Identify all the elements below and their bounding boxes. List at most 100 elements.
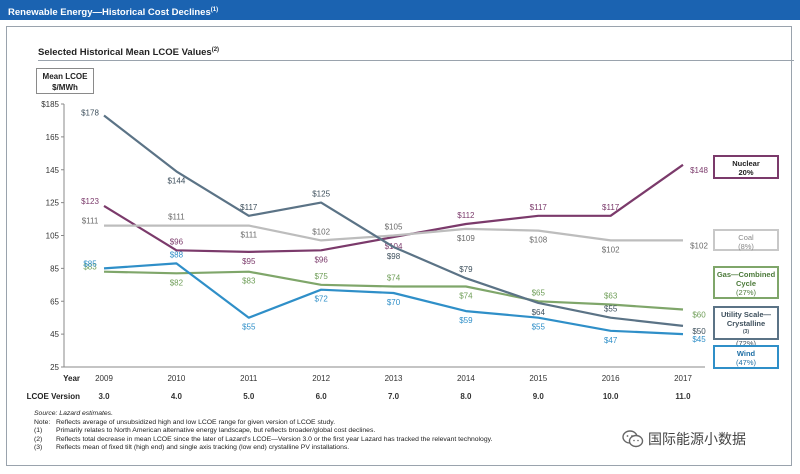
data-label: $117	[602, 203, 620, 212]
x-tick-label: 2016	[602, 374, 620, 383]
wechat-icon	[622, 430, 644, 448]
note-text: Reflects average of unsubsidized high an…	[56, 418, 336, 426]
title-divider	[38, 60, 794, 61]
data-label: $85	[83, 259, 97, 268]
lcoe-version-value: 3.0	[98, 392, 110, 401]
legend-nuclear-name: Nuclear	[732, 159, 760, 168]
data-label: $102	[690, 241, 708, 250]
data-label: $63	[604, 292, 618, 301]
data-label: $109	[457, 234, 475, 243]
note-row: (2) Reflects total decrease in mean LCOE…	[34, 436, 492, 445]
series-line	[103, 163, 684, 253]
data-label: $60	[692, 310, 706, 319]
data-label: $83	[83, 263, 97, 272]
data-label: $74	[459, 291, 473, 300]
note-text: Primarily relates to North American alte…	[56, 427, 376, 435]
legend-gas-share: (27%)	[735, 288, 756, 297]
legend-solar: Utility Scale— Crystalline (3) (72%)	[713, 306, 779, 348]
note-text: Reflects total decrease in mean LCOE sin…	[56, 435, 493, 443]
header-bar: Renewable Energy—Historical Cost Decline…	[0, 0, 800, 20]
y-tick-label: 85	[50, 264, 59, 273]
chart-title-note: (2)	[211, 47, 220, 53]
y-axis-label-box: Mean LCOE $/MWh	[36, 68, 94, 94]
lcoe-version-value: 10.0	[603, 392, 619, 401]
legend-wind-share: (47%)	[735, 358, 756, 367]
legend-solar-note: (3)	[742, 329, 750, 335]
chart-title-text: Selected Historical Mean LCOE Values	[38, 47, 212, 59]
data-label: $148	[690, 166, 708, 175]
x-tick-label: 2014	[457, 374, 475, 383]
data-label: $79	[459, 265, 473, 274]
data-label: $95	[242, 257, 256, 266]
data-label: $55	[242, 323, 256, 332]
chart-panel	[6, 26, 792, 466]
data-label: $65	[532, 288, 546, 297]
legend-wind: Wind (47%)	[713, 345, 779, 369]
data-label: $50	[692, 327, 706, 336]
data-label: $98	[387, 252, 401, 261]
data-label: $74	[387, 273, 401, 282]
y-axis-label-line1: Mean LCOE	[42, 72, 88, 81]
note-key: Note:	[34, 418, 51, 426]
y-tick-label: 65	[50, 297, 59, 306]
data-label: $70	[387, 298, 401, 307]
data-label: $117	[240, 203, 258, 212]
lcoe-version-value: 4.0	[171, 392, 183, 401]
legend-wind-name: Wind	[736, 349, 756, 358]
footnotes: Source: Lazard estimates. Note: Reflects…	[34, 410, 492, 453]
note-key: (2)	[34, 435, 43, 443]
data-label: $117	[530, 203, 548, 212]
legend-gas: Gas—Combined Cycle (27%)	[713, 266, 779, 299]
page-title-note: (1)	[210, 7, 219, 13]
data-label: $111	[168, 213, 185, 222]
data-label: $96	[170, 237, 184, 246]
data-label: $72	[314, 295, 328, 304]
y-tick-label: 45	[50, 330, 59, 339]
data-label: $111	[82, 217, 99, 226]
series-line	[104, 224, 683, 242]
x-tick-label: 2009	[95, 374, 113, 383]
lcoe-version-value: 11.0	[675, 392, 691, 401]
data-label: $55	[532, 323, 546, 332]
page-title: Renewable Energy—Historical Cost Decline…	[8, 7, 211, 19]
watermark: 国际能源小数据	[622, 429, 746, 449]
legend-solar-name2: Crystalline	[726, 319, 766, 328]
x-tick-label: 2017	[674, 374, 692, 383]
data-label: $82	[170, 278, 184, 287]
lcoe-version-value: 6.0	[316, 392, 328, 401]
note-row: (3) Reflects mean of fixed tilt (high en…	[34, 444, 492, 453]
source-note: Source: Lazard estimates.	[34, 410, 113, 417]
legend-gas-name1: Gas—Combined	[716, 270, 776, 279]
series-line	[103, 114, 684, 327]
x-tick-label: 2010	[167, 374, 185, 383]
note-key: (3)	[34, 444, 43, 452]
y-tick-label: 25	[50, 363, 59, 372]
data-label: $112	[457, 211, 475, 220]
x-tick-label: 2012	[312, 374, 330, 383]
legend-coal-share: (8%)	[738, 242, 754, 251]
data-label: $75	[314, 272, 328, 281]
data-label: $125	[312, 190, 330, 199]
legend-nuclear: Nuclear 20%	[713, 155, 779, 179]
watermark-text: 国际能源小数据	[648, 431, 746, 447]
lcoe-version-value: 7.0	[388, 392, 400, 401]
note-row: (1) Primarily relates to North American …	[34, 427, 492, 436]
x-tick-label: 2013	[385, 374, 403, 383]
lcoe-version-value: 8.0	[460, 392, 472, 401]
y-tick-label: 145	[46, 166, 60, 175]
legend-solar-name1: Utility Scale—	[720, 310, 772, 319]
x-tick-label: 2011	[240, 374, 258, 383]
legend-gas-name2: Cycle	[735, 279, 756, 288]
x-tick-label: 2015	[529, 374, 547, 383]
note-text: Reflects mean of fixed tilt (high end) a…	[56, 444, 350, 452]
data-label: $47	[604, 336, 618, 345]
lcoe-version-title: LCOE Version	[27, 392, 80, 401]
y-tick-label: 125	[46, 199, 60, 208]
data-label: $96	[314, 255, 328, 264]
y-tick-label: 105	[46, 232, 60, 241]
note-row: Note: Reflects average of unsubsidized h…	[34, 419, 492, 428]
data-label: $59	[459, 316, 473, 325]
data-label: $144	[167, 176, 185, 185]
lcoe-version-value: 9.0	[533, 392, 545, 401]
